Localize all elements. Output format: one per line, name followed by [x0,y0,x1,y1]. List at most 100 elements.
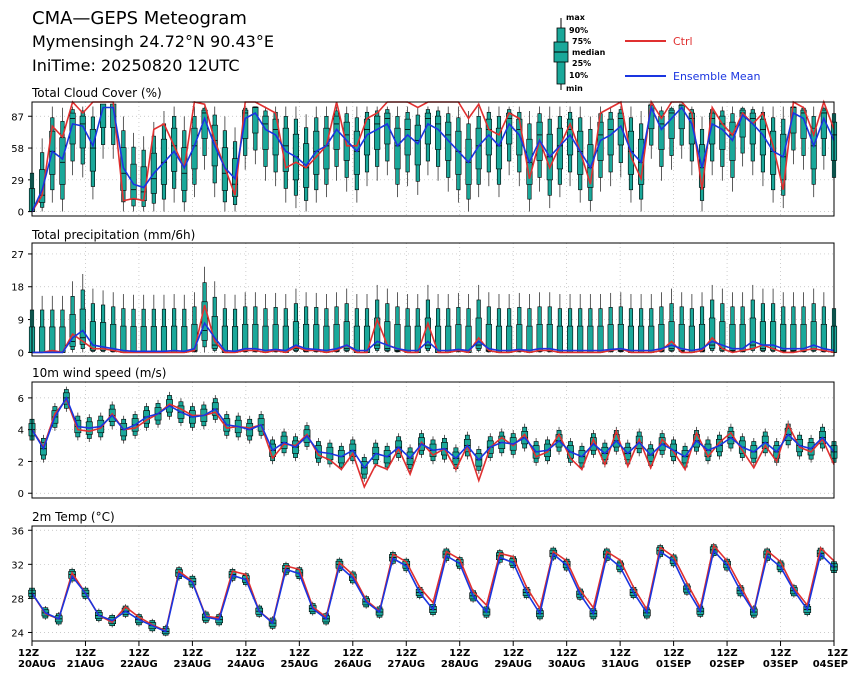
box-iqr-cloud [191,127,198,170]
box-iqr-cloud [607,118,614,156]
box-iqr-precip [597,325,604,353]
xtick-hour-label: 12Z [449,648,470,659]
mean-line-precip [32,321,835,354]
box-iqr-precip [130,326,137,353]
box-iqr-precip [100,322,107,351]
box-iqr-precip [272,324,279,352]
box-iqr-precip [252,323,259,352]
box-iqr-cloud [394,127,401,170]
box-iqr-cloud [39,169,46,203]
ytick-label-wind: 6 [18,394,24,405]
panel-frame-cloud [31,101,835,217]
box-iqr-precip [333,323,340,352]
box-iqr-precip [709,317,716,349]
box-iqr-precip [648,325,655,353]
box-iqr-cloud [759,118,766,156]
xtick-hour-label: 12Z [289,648,310,659]
xtick-date-label: 31AUG [601,659,639,670]
box-iqr-precip [262,325,269,353]
panel-title-precip: Total precipitation (mm/6h) [31,228,195,242]
box-iqr-precip [201,301,208,341]
panel-frame-wind [31,381,835,499]
box-iqr-cloud [130,163,137,200]
box-iqr-precip [323,325,330,353]
ctrl-line-precip [32,304,835,354]
box-iqr-cloud [455,130,462,175]
box-iqr-precip [181,326,188,353]
box-iqr-precip [39,326,46,353]
box-iqr-precip [536,323,543,352]
box-iqr-cloud [374,115,381,150]
box-iqr-cloud [475,127,482,170]
xtick-hour-label: 12Z [128,648,149,659]
ytick-label-cloud: 87 [11,112,24,123]
legend-p25-label: 25% [572,59,591,68]
box-iqr-precip [739,323,746,352]
xtick-hour-label: 12Z [716,648,737,659]
box-iqr-precip [780,323,787,352]
box-iqr-precip [566,325,574,353]
panel-title-cloud: Total Cloud Cover (%) [31,86,162,100]
xtick-date-label: 23AUG [174,659,212,670]
mean-line-temp [31,549,835,633]
box-iqr-precip [810,321,817,351]
box-iqr-cloud [59,137,66,185]
ytick-label-cloud: 29 [11,176,24,187]
ytick-label-cloud: 0 [18,208,24,219]
legend-p75-label: 75% [572,37,591,46]
xtick-date-label: 29AUG [494,659,532,670]
box-iqr-cloud [252,106,259,134]
xtick-date-label: 20AUG [18,659,56,670]
box-iqr-precip [495,325,503,353]
box-iqr-precip [800,323,807,352]
box-iqr-precip [729,323,736,352]
legend-min-label: min [566,84,583,93]
legend-p10-label: 10% [569,71,588,80]
box-iqr-precip [79,308,86,345]
box-iqr-precip [719,321,726,351]
ytick-label-wind: 4 [18,426,24,437]
box-iqr-precip [516,324,523,352]
box-iqr-precip [455,324,462,352]
xtick-hour-label: 12Z [18,648,39,659]
ytick-label-precip: 27 [11,250,24,261]
box-iqr-precip [577,325,584,353]
legend-box-glyph [553,18,569,90]
ctrl-line-temp [31,543,835,632]
xtick-date-label: 04SEP [813,659,848,670]
ctrl-line-wind [31,397,835,489]
box-iqr-precip [759,321,766,351]
box-iqr-precip [404,325,411,353]
xtick-date-label: 03SEP [763,659,798,670]
ytick-label-precip: 18 [11,283,24,294]
xtick-hour-label: 12Z [182,648,203,659]
box-iqr-precip [617,323,624,352]
box-iqr-precip [638,325,645,353]
box-iqr-precip [140,326,147,353]
ytick-label-temp: 32 [11,560,24,571]
location-label: Mymensingh 24.72°N 90.43°E [32,32,274,51]
xtick-date-label: 21AUG [67,659,105,670]
box-iqr-precip [485,323,492,352]
box-iqr-precip [587,325,594,353]
box-iqr-precip [688,325,695,353]
box-iqr-cloud [272,118,279,156]
box-iqr-precip [698,323,706,352]
ytick-label-temp: 36 [11,526,24,537]
box-iqr-precip [171,325,178,353]
legend-median-label: median [572,48,606,57]
box-iqr-precip [445,325,452,353]
xtick-hour-label: 12Z [235,648,256,659]
xtick-date-label: 22AUG [120,659,158,670]
panel-title-wind: 10m wind speed (m/s) [32,366,166,380]
box-iqr-precip [353,325,360,353]
xtick-date-label: 24AUG [227,659,265,670]
xtick-date-label: 02SEP [709,659,744,670]
box-iqr-precip [150,326,157,353]
xtick-date-label: 25AUG [280,659,318,670]
meteogram-title: CMA—GEPS Meteogram [32,8,247,29]
box-iqr-precip [506,325,513,353]
box-iqr-precip [292,321,300,351]
box-iqr-precip [313,324,320,352]
